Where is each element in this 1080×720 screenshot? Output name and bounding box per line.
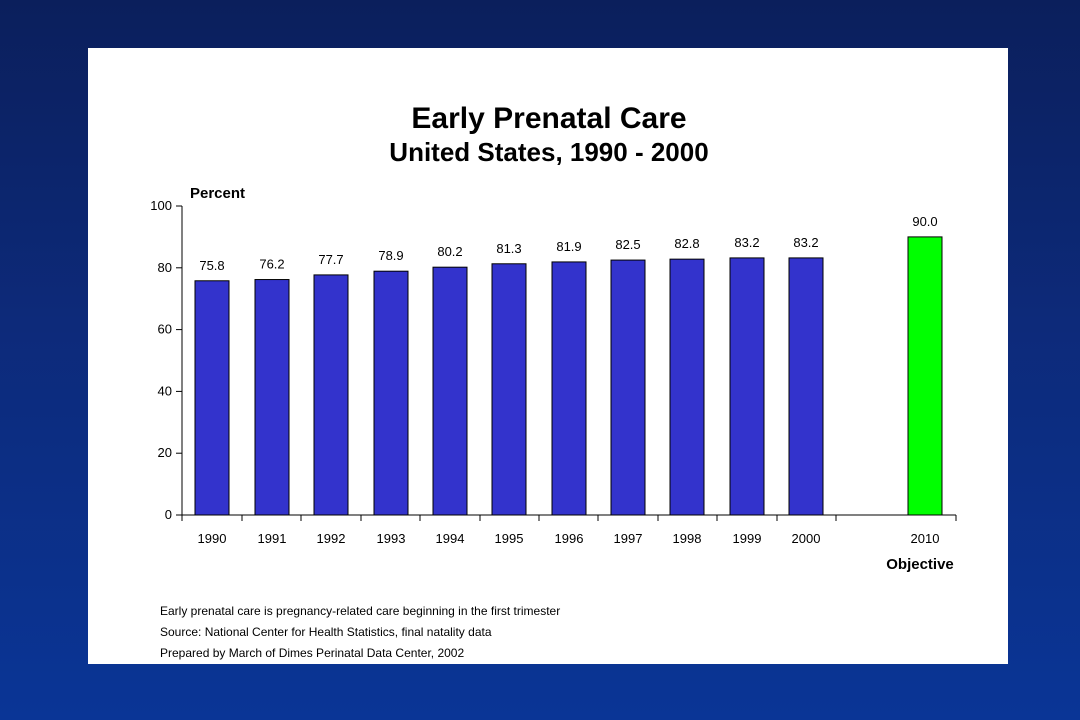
category-label-2000: 2000 — [792, 531, 821, 546]
axes: 0 20 40 60 80 100 — [150, 198, 957, 522]
y-tick-label: 0 — [165, 507, 172, 522]
chart-subtitle: United States, 1990 - 2000 — [389, 137, 708, 167]
category-label-1997: 1997 — [614, 531, 643, 546]
note-definition: Early prenatal care is pregnancy-related… — [160, 604, 560, 618]
bar-1991 — [254, 279, 290, 516]
bar-1997 — [610, 259, 646, 516]
y-tick-label: 60 — [158, 322, 172, 337]
category-label-1999: 1999 — [733, 531, 762, 546]
note-prepared-by: Prepared by March of Dimes Perinatal Dat… — [160, 646, 464, 660]
category-label-1998: 1998 — [673, 531, 702, 546]
data-label-1990: 75.8 — [199, 258, 224, 273]
category-label-1990: 1990 — [198, 531, 227, 546]
y-tick-label: 80 — [158, 260, 172, 275]
objective-label: Objective — [886, 556, 954, 573]
chart: Early Prenatal Care United States, 1990 … — [150, 102, 957, 660]
category-label-1991: 1991 — [258, 531, 287, 546]
data-label-1995: 81.3 — [496, 241, 521, 256]
bar-1994 — [432, 266, 468, 516]
y-tick-label: 40 — [158, 383, 172, 398]
bar-1995 — [491, 263, 527, 516]
data-label-1997: 82.5 — [615, 237, 640, 252]
chart-title: Early Prenatal Care — [411, 102, 686, 135]
bar-1998 — [669, 258, 705, 516]
bar-1993 — [373, 270, 409, 516]
category-label-1995: 1995 — [495, 531, 524, 546]
category-label-1992: 1992 — [317, 531, 346, 546]
bar-2000 — [788, 257, 824, 516]
data-label-2010: 90.0 — [912, 214, 937, 229]
data-label-2000: 83.2 — [793, 235, 818, 250]
bar-1996 — [551, 261, 587, 516]
data-label-1993: 78.9 — [378, 248, 403, 263]
data-label-1998: 82.8 — [674, 236, 699, 251]
labels: 75.8 1990 76.2 1991 77.7 1992 78.9 1993 80.2 1994… — [198, 214, 940, 546]
bar-1990 — [194, 280, 230, 516]
category-label-1994: 1994 — [436, 531, 465, 546]
chart-panel: Early Prenatal Care United States, 1990 … — [88, 48, 1008, 664]
y-axis-title: Percent — [190, 185, 245, 202]
data-label-1992: 77.7 — [318, 252, 343, 267]
category-label-2010: 2010 — [911, 531, 940, 546]
note-source: Source: National Center for Health Stati… — [160, 625, 492, 639]
data-label-1991: 76.2 — [259, 257, 284, 272]
bar-1992 — [313, 274, 349, 516]
data-label-1996: 81.9 — [556, 239, 581, 254]
category-label-1993: 1993 — [377, 531, 406, 546]
y-tick-label: 100 — [150, 198, 172, 213]
notes: Early prenatal care is pregnancy-related… — [160, 604, 560, 660]
data-label-1999: 83.2 — [734, 235, 759, 250]
y-tick-label: 20 — [158, 445, 172, 460]
category-label-1996: 1996 — [555, 531, 584, 546]
bar-1999 — [729, 257, 765, 516]
bars — [194, 236, 943, 516]
bar-2010 — [907, 236, 943, 516]
data-label-1994: 80.2 — [437, 244, 462, 259]
